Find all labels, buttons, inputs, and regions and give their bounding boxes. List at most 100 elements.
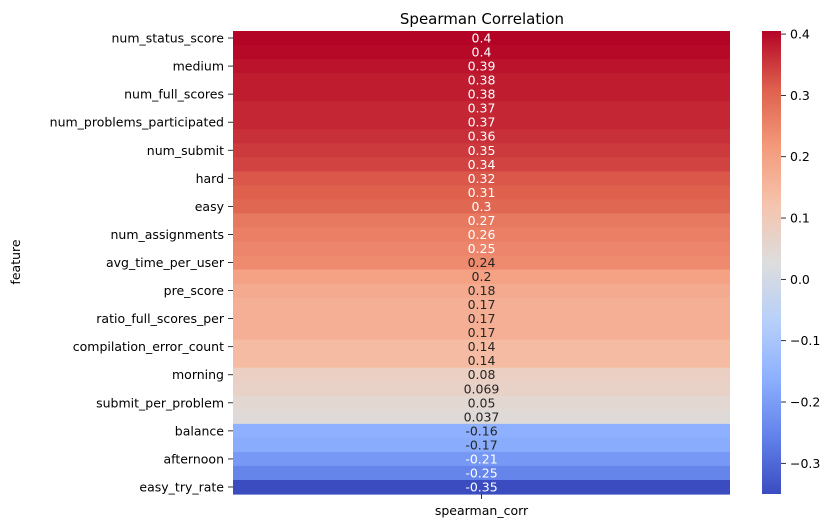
y-tick-label: afternoon: [164, 451, 225, 466]
colorbar-tick-label: −0.1: [790, 333, 820, 348]
cell-value-label: 0.36: [468, 129, 496, 144]
cell-value-label: 0.38: [468, 73, 496, 88]
cell-value-label: 0.37: [468, 115, 496, 130]
cell-value-label: -0.25: [465, 465, 497, 480]
heatmap-cell: [233, 339, 730, 355]
heatmap-cell: [233, 185, 730, 200]
heatmap-cell: [233, 269, 730, 285]
heatmap-cell: [233, 45, 730, 60]
y-tick-label: balance: [175, 423, 225, 438]
cell-value-label: -0.21: [465, 451, 497, 466]
colorbar-tick-label: −0.3: [790, 456, 820, 471]
cell-value-label: 0.34: [468, 157, 496, 172]
cell-value-label: 0.32: [468, 171, 496, 186]
y-tick-label: easy_try_rate: [139, 479, 224, 494]
chart-title: Spearman Correlation: [400, 10, 564, 28]
heatmap-cell: [233, 297, 730, 313]
cell-value-label: 0.2: [472, 269, 492, 284]
heatmap-cell: [233, 423, 730, 439]
cell-value-label: -0.17: [465, 437, 497, 452]
heatmap-cell: [233, 73, 730, 88]
colorbar-tick-label: 0.0: [790, 272, 810, 287]
colorbar-tick-label: 0.2: [790, 149, 810, 164]
y-tick-label: num_problems_participated: [50, 115, 224, 130]
cell-value-label: 0.26: [468, 227, 496, 242]
cell-value-label: 0.27: [468, 213, 496, 228]
cell-value-label: 0.4: [472, 31, 492, 46]
y-tick-label: num_status_score: [111, 31, 224, 46]
heatmap-cell: [233, 143, 730, 158]
cell-value-label: 0.17: [468, 297, 496, 312]
heatmap-cell: [233, 157, 730, 172]
y-tick-label: morning: [172, 367, 224, 382]
heatmap-cell: [233, 409, 730, 425]
cell-value-label: 0.25: [468, 241, 496, 256]
cell-value-label: 0.18: [468, 283, 496, 298]
y-tick-label: submit_per_problem: [96, 395, 224, 410]
heatmap-cell: [233, 87, 730, 102]
colorbar-tick-label: 0.1: [790, 211, 810, 226]
colorbar-tick-label: 0.4: [790, 27, 810, 42]
heatmap-cell: [233, 199, 730, 214]
y-tick-label: medium: [173, 59, 224, 74]
heatmap-cell: [233, 451, 730, 467]
colorbar: 0.4 0.3 0.2 0.1 0.0 −0.1 −0.2 −0.3: [762, 27, 820, 494]
cell-value-label: -0.35: [465, 479, 497, 494]
heatmap-cell: [233, 353, 730, 369]
cell-value-label: 0.17: [468, 311, 496, 326]
y-tick-label: ratio_full_scores_per: [96, 311, 225, 326]
heatmap-cell: [233, 115, 730, 130]
heatmap-cell: [233, 395, 730, 411]
heatmap-cell: [233, 283, 730, 299]
heatmap-cell: [233, 241, 730, 257]
colorbar-gradient: [762, 31, 781, 494]
colorbar-tick-label: −0.2: [790, 395, 820, 410]
heatmap-cell: [233, 255, 730, 271]
cell-value-label: 0.037: [464, 409, 500, 424]
y-tick-label: pre_score: [164, 283, 225, 298]
cell-value-label: 0.4: [472, 45, 492, 60]
cell-value-label: 0.14: [468, 339, 496, 354]
heatmap-cell-labels: 0.40.40.390.380.380.370.370.360.350.340.…: [464, 31, 500, 495]
x-tick-label: spearman_corr: [435, 503, 529, 518]
cell-value-label: 0.38: [468, 87, 496, 102]
heatmap-cell: [233, 227, 730, 243]
cell-value-label: 0.05: [468, 395, 496, 410]
cell-value-label: 0.08: [468, 367, 496, 382]
heatmap-cell: [233, 59, 730, 74]
cell-value-label: 0.31: [468, 185, 496, 200]
heatmap-cell: [233, 311, 730, 327]
heatmap-cell: [233, 381, 730, 397]
heatmap-cell: [233, 101, 730, 116]
cell-value-label: 0.37: [468, 101, 496, 116]
heatmap-cell: [233, 213, 730, 229]
heatmap-cell: [233, 325, 730, 341]
cell-value-label: 0.35: [468, 143, 496, 158]
y-tick-label: hard: [196, 171, 224, 186]
y-tick-label: easy: [195, 199, 225, 214]
cell-value-label: 0.14: [468, 353, 496, 368]
y-tick-label: num_full_scores: [124, 87, 224, 102]
y-tick-label: compilation_error_count: [73, 339, 224, 354]
heatmap-cells: [233, 31, 730, 495]
cell-value-label: 0.069: [464, 381, 500, 396]
y-axis-label: feature: [8, 239, 23, 284]
y-tick-label: avg_time_per_user: [106, 255, 225, 270]
cell-value-label: -0.16: [465, 423, 497, 438]
heatmap-cell: [233, 129, 730, 144]
heatmap-cell: [233, 465, 730, 481]
cell-value-label: 0.3: [472, 199, 492, 214]
y-tick-label: num_assignments: [111, 227, 225, 242]
y-tick-label: num_submit: [147, 143, 224, 158]
cell-value-label: 0.24: [468, 255, 496, 270]
cell-value-label: 0.39: [468, 59, 496, 74]
heatmap-cell: [233, 171, 730, 186]
heatmap-cell: [233, 479, 730, 495]
heatmap-cell: [233, 367, 730, 383]
cell-value-label: 0.17: [468, 325, 496, 340]
heatmap-cell: [233, 437, 730, 453]
colorbar-tick-label: 0.3: [790, 88, 810, 103]
x-axis-ticks: spearman_corr: [435, 494, 529, 518]
